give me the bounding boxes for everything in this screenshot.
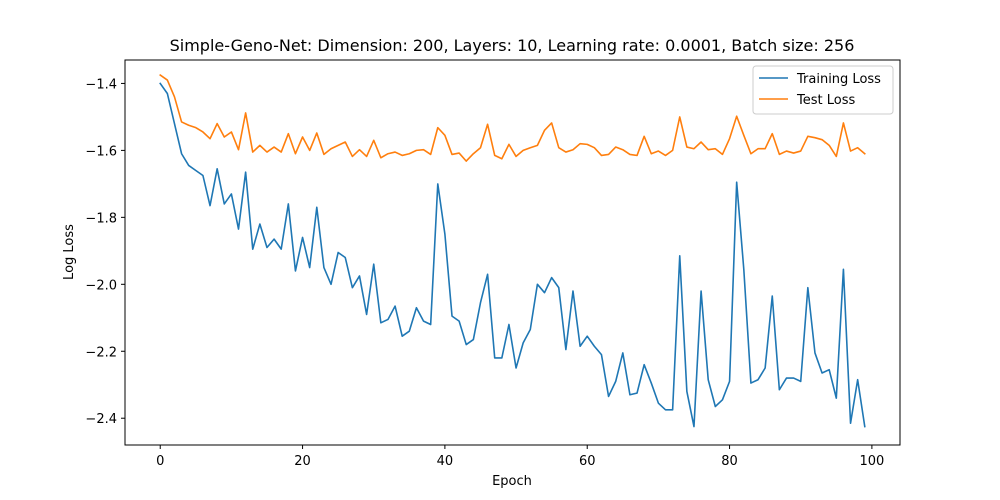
x-axis-label: Epoch [492,474,532,489]
x-tick-label: 60 [579,454,596,469]
legend: Training Loss Test Loss [752,65,894,115]
y-tick-label: −2.4 [85,412,117,427]
x-axis-ticks: 0 20 40 60 80 100 [156,445,884,469]
legend-label-1: Test Loss [796,93,855,108]
y-tick-label: −2.2 [85,345,117,360]
y-axis-ticks: −2.4 −2.2 −2.0 −1.8 −1.6 −1.4 [85,77,125,427]
y-tick-label: −1.4 [85,77,117,92]
x-tick-label: 100 [859,454,884,469]
x-tick-label: 20 [294,454,311,469]
plot-lines [159,73,866,428]
series-line-1 [159,73,866,162]
y-tick-label: −1.8 [85,211,117,226]
chart-title: Simple-Geno-Net: Dimension: 200, Layers:… [170,36,855,55]
x-tick-label: 80 [721,454,738,469]
y-tick-label: −2.0 [85,278,117,293]
x-tick-label: 40 [437,454,454,469]
series-line-0 [159,82,866,428]
y-axis-label: Log Loss [62,224,77,280]
legend-label-0: Training Loss [796,72,881,87]
plot-frame [124,59,901,446]
x-tick-label: 0 [156,454,164,469]
y-tick-label: −1.6 [85,144,117,159]
